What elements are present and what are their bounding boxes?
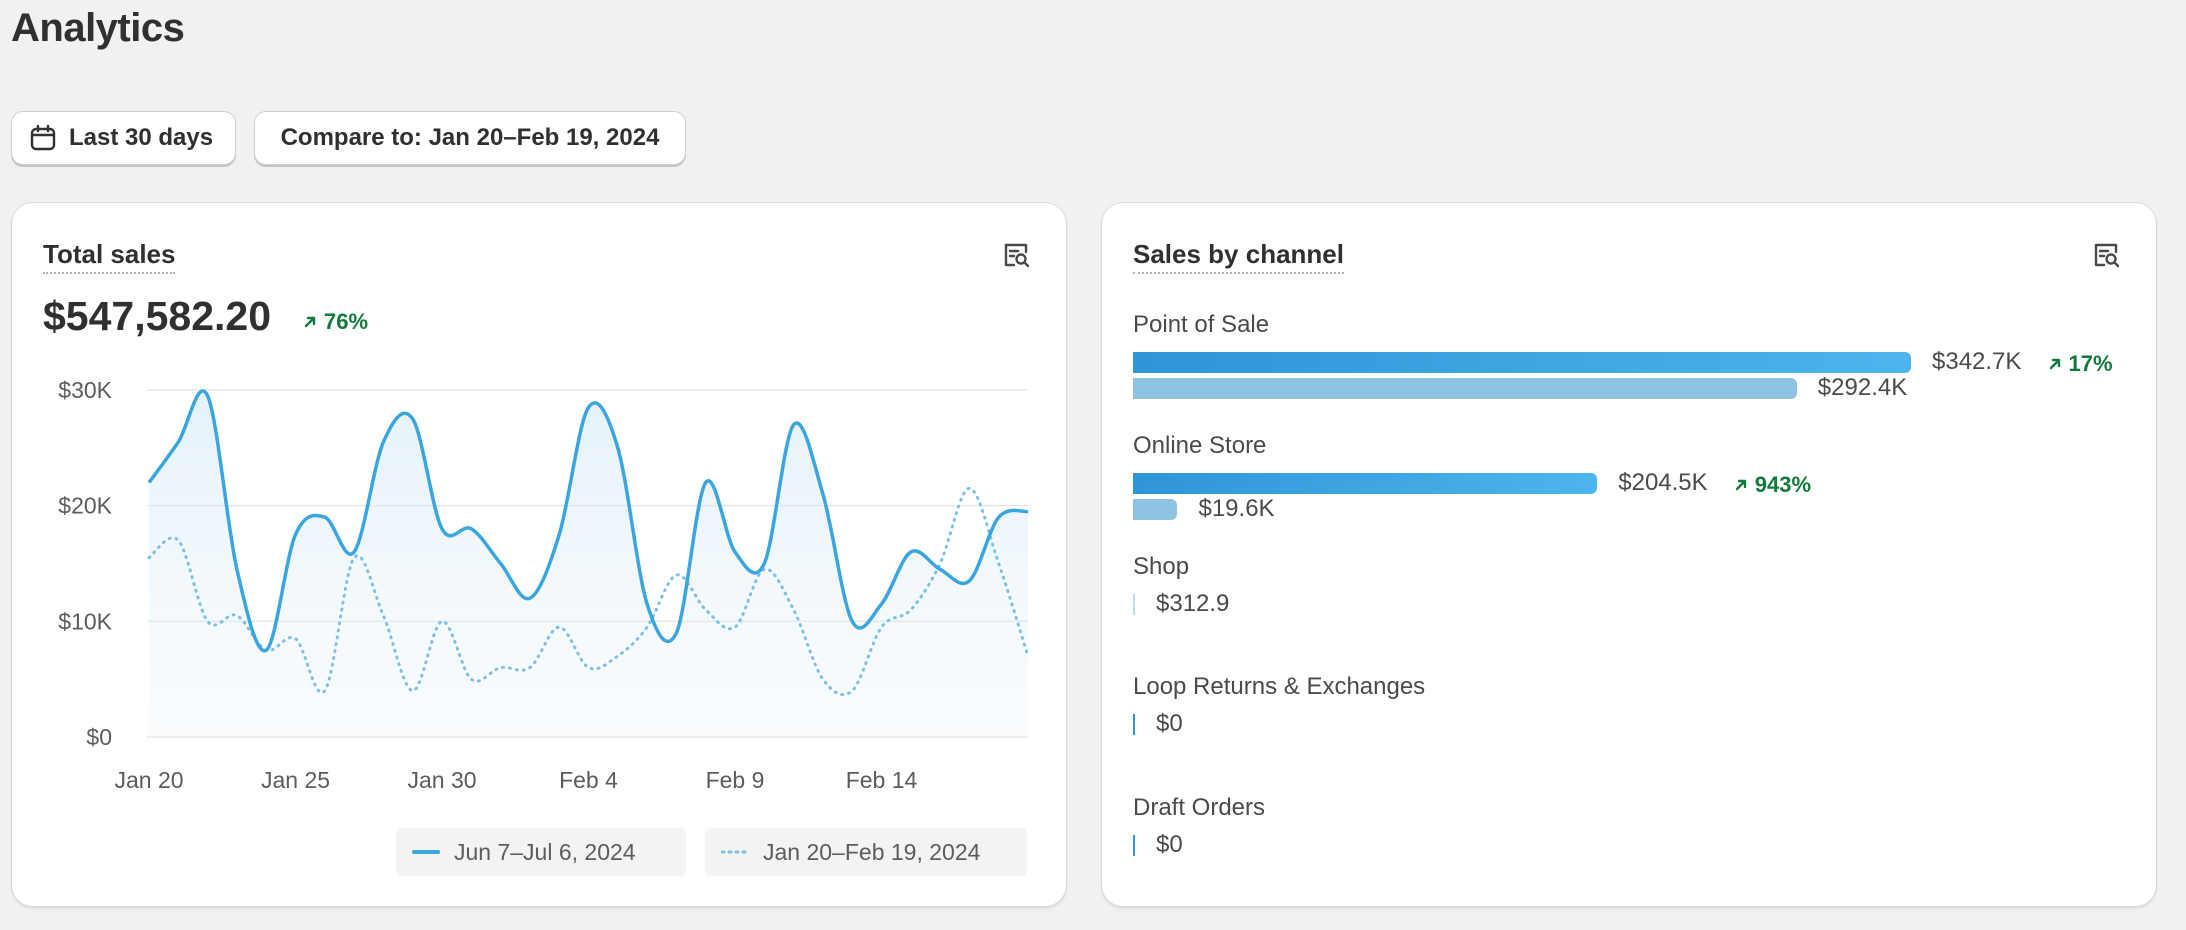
legend-current[interactable]: Jun 7–Jul 6, 2024 xyxy=(396,828,686,876)
channel-name: Point of Sale xyxy=(1133,311,1270,338)
arrow-up-right-icon xyxy=(2049,358,2060,370)
channel-delta-value: 17% xyxy=(2068,351,2113,376)
total-sales-delta: 76% xyxy=(302,309,368,335)
legend-current-label: Jun 7–Jul 6, 2024 xyxy=(454,838,636,865)
series-current-area xyxy=(149,390,1028,737)
channel-bar-current[interactable] xyxy=(1133,352,1911,373)
sales-by-channel-card: Sales by channel Point of Sale $342.7K 17%… xyxy=(1101,202,2157,907)
channel-bar-current[interactable] xyxy=(1133,835,1135,856)
channel-value-current: $342.7K xyxy=(1932,348,2022,375)
channel-name: Loop Returns & Exchanges xyxy=(1133,673,1426,700)
channel-name: Online Store xyxy=(1133,432,1267,459)
total-sales-card: Total sales $547,582.20 76% $30K $20K $10K… xyxy=(11,202,1067,907)
channel-value-previous: $19.6K xyxy=(1198,495,1275,522)
x-tick-label: Feb 9 xyxy=(706,767,765,793)
date-range-label: Last 30 days xyxy=(69,124,214,151)
legend-previous[interactable]: Jan 20–Feb 19, 2024 xyxy=(705,828,1027,876)
page-title: Analytics xyxy=(11,6,185,50)
channel-value-current: $0 xyxy=(1156,710,1183,737)
channel-bar-current[interactable] xyxy=(1133,594,1135,615)
sales-by-channel-title[interactable]: Sales by channel xyxy=(1133,239,1344,274)
explore-icon[interactable] xyxy=(2090,239,2122,271)
channel-bar-current[interactable] xyxy=(1133,714,1135,735)
legend-previous-label: Jan 20–Feb 19, 2024 xyxy=(763,838,981,865)
legend-current-swatch xyxy=(412,850,440,854)
channel-name: Shop xyxy=(1133,553,1190,580)
total-sales-value: $547,582.20 xyxy=(43,293,272,339)
channel-bar-previous[interactable] xyxy=(1133,378,1797,399)
channel-value-current: $204.5K xyxy=(1618,469,1708,496)
channel-delta: 943% xyxy=(1733,472,1811,498)
x-tick-label: Feb 4 xyxy=(559,767,618,793)
legend-previous-swatch xyxy=(721,850,749,854)
channel-delta: 17% xyxy=(2047,351,2113,377)
date-range-button[interactable]: Last 30 days xyxy=(11,111,236,165)
arrow-up-right-icon xyxy=(1735,479,1746,491)
channel-name: Draft Orders xyxy=(1133,794,1266,821)
compare-label: Compare to: Jan 20–Feb 19, 2024 xyxy=(280,124,660,151)
channel-value-current: $0 xyxy=(1156,831,1183,858)
y-tick-label: $10K xyxy=(58,608,112,634)
y-tick-label: $20K xyxy=(58,493,112,519)
channel-value-previous: $292.4K xyxy=(1817,374,1908,401)
explore-icon[interactable] xyxy=(1000,239,1032,271)
total-sales-delta-value: 76% xyxy=(324,309,369,334)
arrow-up-right-icon xyxy=(304,316,316,328)
channel-bar-current[interactable] xyxy=(1133,473,1598,494)
total-sales-title[interactable]: Total sales xyxy=(43,239,176,274)
channel-delta-value: 943% xyxy=(1754,472,1812,497)
channel-value-current: $312.9 xyxy=(1156,590,1230,617)
series-previous-line xyxy=(147,486,1030,696)
compare-button[interactable]: Compare to: Jan 20–Feb 19, 2024 xyxy=(254,111,686,165)
x-tick-label: Feb 14 xyxy=(846,767,918,793)
calendar-icon xyxy=(30,124,56,151)
y-tick-label: $0 xyxy=(86,724,112,750)
channel-bar-previous[interactable] xyxy=(1133,499,1178,520)
x-tick-label: Jan 25 xyxy=(261,767,330,793)
series-current-line xyxy=(147,389,1029,653)
x-tick-label: Jan 20 xyxy=(114,767,183,793)
x-tick-label: Jan 30 xyxy=(407,767,476,793)
y-tick-label: $30K xyxy=(58,377,112,403)
